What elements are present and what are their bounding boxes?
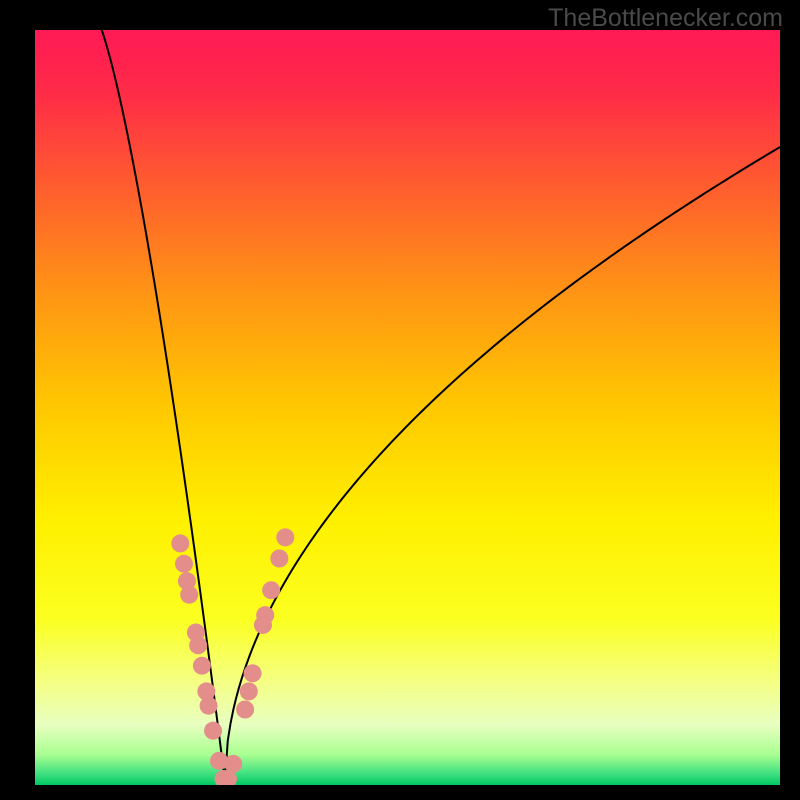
data-marker: [240, 682, 258, 700]
data-marker: [175, 555, 193, 573]
plot-area: [35, 30, 780, 785]
data-marker: [276, 528, 294, 546]
data-marker: [193, 657, 211, 675]
data-marker: [256, 606, 274, 624]
data-marker: [236, 701, 254, 719]
data-marker: [171, 534, 189, 552]
data-marker: [189, 636, 207, 654]
data-marker: [262, 581, 280, 599]
data-marker: [270, 550, 288, 568]
data-marker: [204, 722, 222, 740]
data-marker: [244, 664, 262, 682]
data-marker: [200, 697, 218, 715]
watermark-text: TheBottlenecker.com: [548, 4, 783, 33]
chart-svg: [35, 30, 780, 785]
data-marker: [224, 755, 242, 773]
chart-container: TheBottlenecker.com: [0, 0, 800, 800]
data-marker: [180, 586, 198, 604]
